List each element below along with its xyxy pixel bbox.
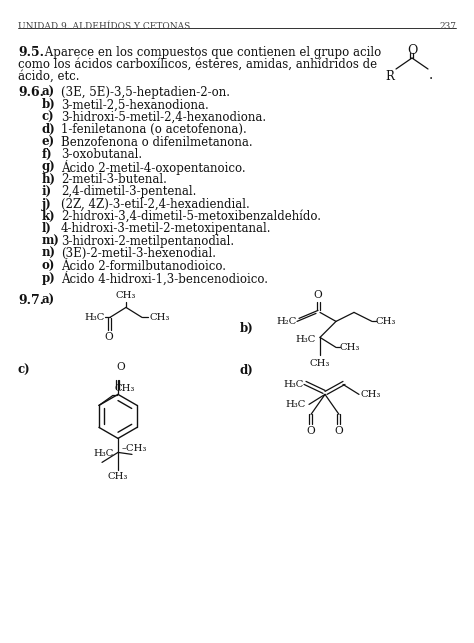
Text: 9.7.: 9.7. xyxy=(18,294,44,307)
Text: H₃C: H₃C xyxy=(94,449,114,458)
Text: Ácido 2-formilbutanodioico.: Ácido 2-formilbutanodioico. xyxy=(61,260,226,273)
Text: CH₃: CH₃ xyxy=(340,343,360,352)
Text: O: O xyxy=(105,332,113,343)
Text: CH₃: CH₃ xyxy=(108,473,128,482)
Text: UNIDAD 9. ALDEHÍDOS Y CETONAS: UNIDAD 9. ALDEHÍDOS Y CETONAS xyxy=(18,22,190,31)
Text: O: O xyxy=(314,291,322,300)
Text: Ácido 4-hidroxi-1,3-bencenodioico.: Ácido 4-hidroxi-1,3-bencenodioico. xyxy=(61,272,268,286)
Text: H₂C: H₂C xyxy=(277,317,297,326)
Text: f): f) xyxy=(42,148,53,161)
Text: como los ácidos carboxílicos, ésteres, amidas, anhídridos de: como los ácidos carboxílicos, ésteres, a… xyxy=(18,58,377,71)
Text: H₃C: H₃C xyxy=(296,335,316,344)
Text: CH₃: CH₃ xyxy=(115,385,135,394)
Text: (3E, 5E)-3,5-heptadien-2-on.: (3E, 5E)-3,5-heptadien-2-on. xyxy=(61,86,230,99)
Text: j): j) xyxy=(42,197,52,211)
Text: ácido, etc.: ácido, etc. xyxy=(18,70,80,83)
Text: Ácido 2-metil-4-oxopentanoico.: Ácido 2-metil-4-oxopentanoico. xyxy=(61,160,246,176)
Text: 1-feniletanona (o acetofenona).: 1-feniletanona (o acetofenona). xyxy=(61,123,247,136)
Text: k): k) xyxy=(42,210,55,223)
Text: Benzofenona o difenilmetanona.: Benzofenona o difenilmetanona. xyxy=(61,136,253,149)
Text: 2,4-dimetil-3-pentenal.: 2,4-dimetil-3-pentenal. xyxy=(61,185,196,198)
Text: o): o) xyxy=(42,260,55,273)
Text: 4-hidroxi-3-metil-2-metoxipentanal.: 4-hidroxi-3-metil-2-metoxipentanal. xyxy=(61,222,272,235)
Text: c): c) xyxy=(42,111,55,124)
Text: O: O xyxy=(307,426,315,437)
Text: CH₃: CH₃ xyxy=(361,390,382,399)
Text: 3-hidroxi-5-metil-2,4-hexanodiona.: 3-hidroxi-5-metil-2,4-hexanodiona. xyxy=(61,111,266,124)
Text: b): b) xyxy=(42,98,56,111)
Text: c): c) xyxy=(18,365,31,377)
Text: O: O xyxy=(335,426,343,437)
Text: p): p) xyxy=(42,272,56,285)
Text: H₃C: H₃C xyxy=(283,380,304,389)
Text: h): h) xyxy=(42,173,56,186)
Text: i): i) xyxy=(42,185,52,198)
Text: (3E)-2-metil-3-hexenodial.: (3E)-2-metil-3-hexenodial. xyxy=(61,247,216,260)
Text: 3-oxobutanal.: 3-oxobutanal. xyxy=(61,148,142,161)
Text: d): d) xyxy=(42,123,56,136)
Text: 3-hidroxi-2-metilpentanodial.: 3-hidroxi-2-metilpentanodial. xyxy=(61,235,234,248)
Text: CH₃: CH₃ xyxy=(116,291,136,300)
Text: R: R xyxy=(385,70,394,83)
Text: .: . xyxy=(429,68,433,82)
Text: CH₃: CH₃ xyxy=(376,317,396,326)
Text: 9.5.: 9.5. xyxy=(18,46,44,59)
Text: b): b) xyxy=(240,322,254,336)
Text: O: O xyxy=(407,44,417,57)
Text: O: O xyxy=(116,363,125,372)
Text: 3-metil-2,5-hexanodiona.: 3-metil-2,5-hexanodiona. xyxy=(61,98,209,111)
Text: g): g) xyxy=(42,160,56,174)
Text: 9.6.: 9.6. xyxy=(18,86,44,99)
Text: H₃C: H₃C xyxy=(85,313,105,322)
Text: d): d) xyxy=(240,365,254,377)
Text: a): a) xyxy=(42,86,55,99)
Text: Aparece en los compuestos que contienen el grupo acilo: Aparece en los compuestos que contienen … xyxy=(41,46,381,59)
Text: l): l) xyxy=(42,222,52,235)
Text: n): n) xyxy=(42,247,56,260)
Text: m): m) xyxy=(42,235,60,248)
Text: 2-hidroxi-3,4-dimetil-5-metoxibenzaldehído.: 2-hidroxi-3,4-dimetil-5-metoxibenzaldehí… xyxy=(61,210,321,223)
Text: CH₃: CH₃ xyxy=(150,313,170,322)
Text: H₃C: H₃C xyxy=(286,400,306,409)
Text: (2Z, 4Z)-3-etil-2,4-hexadiendial.: (2Z, 4Z)-3-etil-2,4-hexadiendial. xyxy=(61,197,250,211)
Text: –CH₃: –CH₃ xyxy=(122,444,147,453)
Text: 237: 237 xyxy=(439,22,456,31)
Text: e): e) xyxy=(42,136,55,149)
Text: a): a) xyxy=(42,294,55,307)
Text: CH₃: CH₃ xyxy=(310,359,330,368)
Text: 2-metil-3-butenal.: 2-metil-3-butenal. xyxy=(61,173,167,186)
